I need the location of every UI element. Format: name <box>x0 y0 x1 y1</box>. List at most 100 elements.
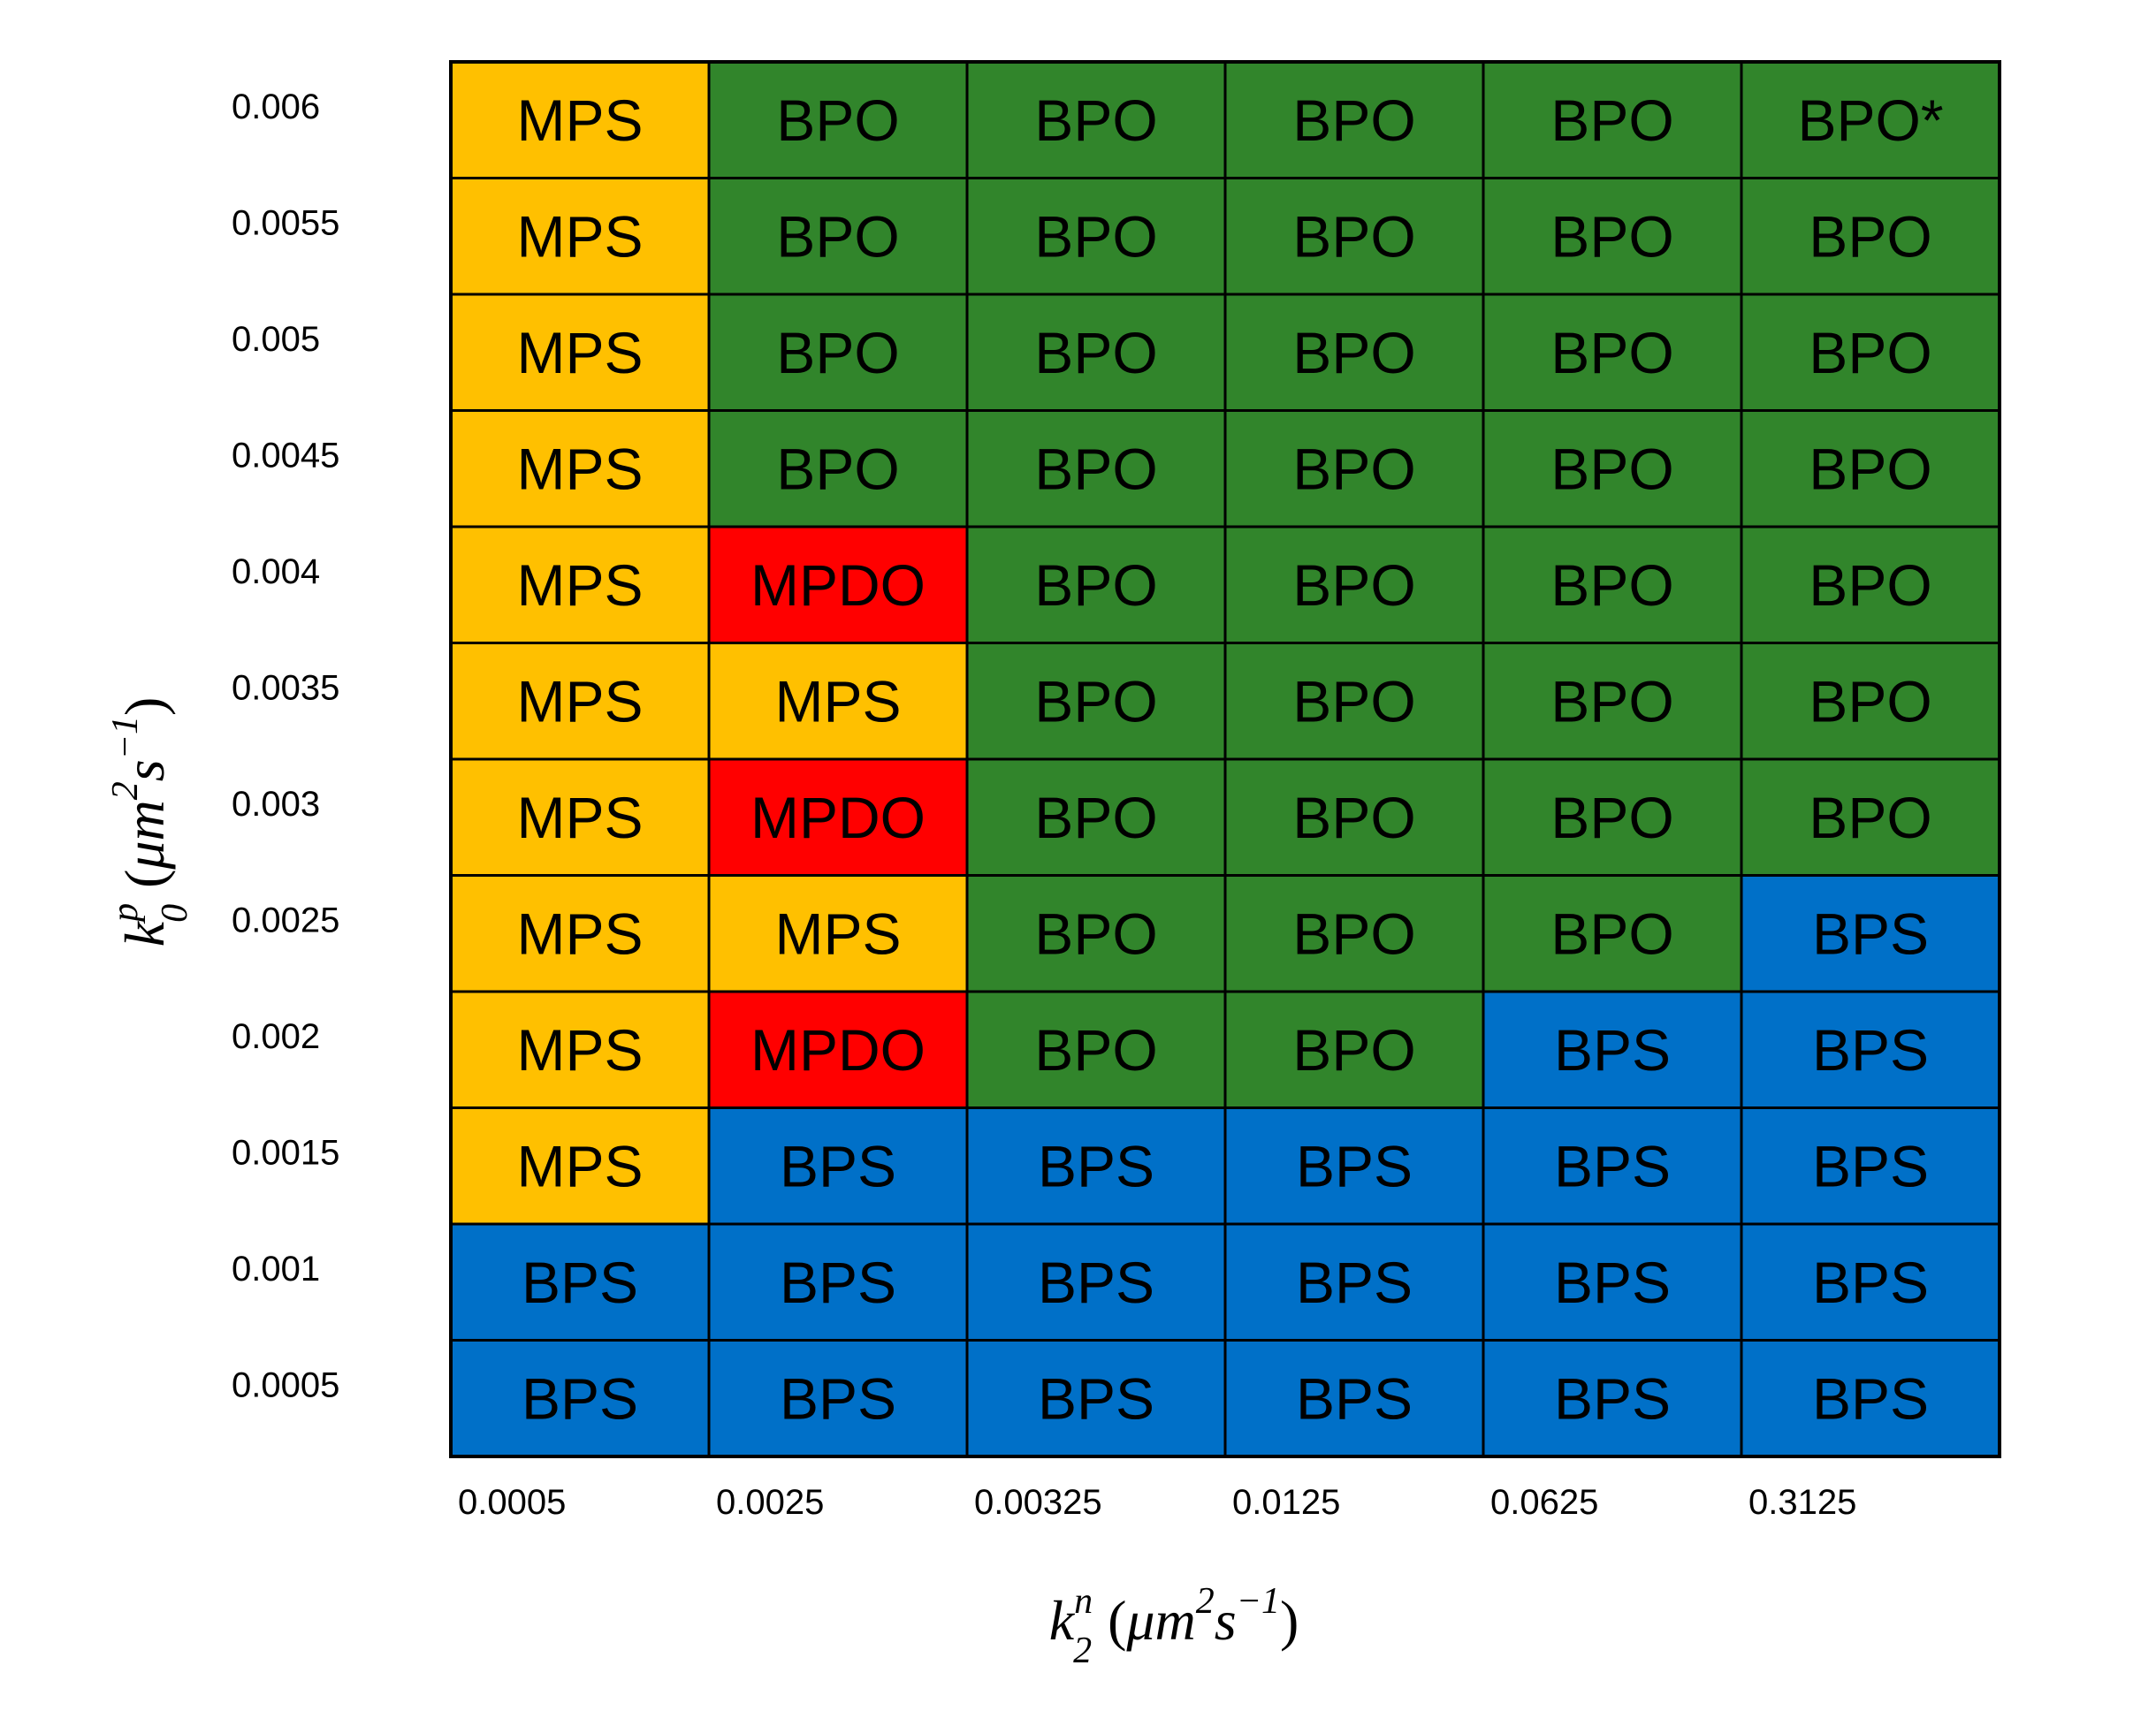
y-tick-label: 0.0015 <box>232 1134 339 1173</box>
grid-cell <box>449 990 711 1109</box>
y-tick-label: 0.0005 <box>232 1366 339 1405</box>
cell-label: MPS <box>516 87 643 153</box>
grid-cell <box>965 525 1227 644</box>
cell-label: BPO* <box>1797 87 1943 153</box>
grid-cell <box>449 525 711 644</box>
cell-label: BPS <box>780 1250 896 1315</box>
cell-label: BPO <box>1809 668 1931 734</box>
grid-cell <box>1740 60 2001 179</box>
grid-cell <box>707 293 969 412</box>
x-tick-label: 0.0625 <box>1490 1483 1598 1522</box>
cell-label: BPO <box>1550 87 1673 153</box>
y-tick-label: 0.0025 <box>232 901 339 940</box>
cell-label: BPO <box>1809 785 1931 850</box>
grid-cell <box>965 409 1227 528</box>
grid-cell <box>1740 990 2001 1109</box>
cell-label: BPO <box>1034 203 1157 269</box>
grid-cell <box>449 60 711 179</box>
grid-cell <box>1482 525 1743 644</box>
cell-label: BPO <box>1550 668 1673 734</box>
cell-label: BPS <box>1038 1250 1154 1315</box>
cell-label: BPO <box>1550 552 1673 618</box>
grid-cell <box>1740 1222 2001 1342</box>
cell-label: BPS <box>780 1365 896 1431</box>
cell-label: MPS <box>516 1017 643 1083</box>
cell-label: BPO <box>1292 552 1415 618</box>
cell-label: BPO <box>1034 668 1157 734</box>
cell-label: BPS <box>1554 1365 1671 1431</box>
x-tick-label: 0.0005 <box>458 1483 566 1522</box>
grid-cell <box>1740 1339 2001 1458</box>
cell-label: BPO <box>1809 203 1931 269</box>
cell-label: MPDO <box>750 785 926 850</box>
cell-label: BPS <box>1296 1365 1413 1431</box>
cell-label: BPO <box>1292 901 1415 966</box>
cell-label: BPO <box>1809 320 1931 385</box>
grid-cell <box>449 409 711 528</box>
x-axis-title: kn 2 (μm2s−1) <box>1049 1581 1299 1671</box>
cell-label: BPO <box>1550 901 1673 966</box>
y-tick-label: 0.003 <box>232 785 320 824</box>
grid-cell <box>707 409 969 528</box>
cell-label: BPO <box>1550 203 1673 269</box>
cell-label: BPO <box>1292 203 1415 269</box>
cell-label: BPO <box>776 436 899 501</box>
cell-label: BPO <box>1292 320 1415 385</box>
cell-label: BPO <box>1034 1017 1157 1083</box>
cell-label: BPS <box>1554 1250 1671 1315</box>
cell-label: BPS <box>1812 1017 1929 1083</box>
y-tick-label: 0.005 <box>232 320 320 359</box>
cell-label: BPS <box>1038 1133 1154 1198</box>
y-tick-label: 0.0035 <box>232 669 339 708</box>
grid-border <box>449 60 2001 1458</box>
grid-cell <box>1482 1106 1743 1226</box>
grid-cell <box>1223 757 1485 877</box>
y-tick-label: 0.006 <box>232 87 320 126</box>
cell-label: BPO <box>1809 436 1931 501</box>
x-axis-ticks: 0.0005 0.0025 0.00325 0.0125 0.0625 0.3125 <box>458 1483 1856 1522</box>
cell-label: BPS <box>1554 1133 1671 1198</box>
cell-label: BPO <box>1550 320 1673 385</box>
grid-cell <box>449 757 711 877</box>
cell-label: BPO <box>776 320 899 385</box>
grid-cell <box>1740 874 2001 993</box>
y-tick-label: 0.004 <box>232 552 320 591</box>
cell-label: BPO <box>1550 785 1673 850</box>
grid-cell <box>1482 874 1743 993</box>
x-tick-label: 0.0025 <box>716 1483 824 1522</box>
cell-label: BPO <box>1550 436 1673 501</box>
cell-label: BPO <box>776 87 899 153</box>
cell-label: BPS <box>780 1133 896 1198</box>
cell-label: BPO <box>1034 320 1157 385</box>
cell-label: BPO <box>1034 436 1157 501</box>
cell-label: MPS <box>516 668 643 734</box>
grid-cell <box>1740 293 2001 412</box>
cell-label: BPS <box>1812 901 1929 966</box>
cell-label: MPS <box>774 901 901 966</box>
grid-cell <box>449 874 711 993</box>
grid-cell <box>1223 525 1485 644</box>
grid-cell <box>1740 757 2001 877</box>
grid-cells: MPS BPO BPO BPO BPO BPO* MPS BPO BPO BPO BPO BPO MPS… <box>449 60 2001 1458</box>
grid-cell <box>707 1339 969 1458</box>
y-axis-ticks: 0.006 0.0055 0.005 0.0045 0.004 0.0035 0.003 0.… <box>232 87 339 1405</box>
cell-label: BPS <box>1554 1017 1671 1083</box>
grid-cell <box>1223 1222 1485 1342</box>
grid-cell <box>707 177 969 296</box>
cell-label: BPO <box>1292 1017 1415 1083</box>
y-axis-title: kp 0(μm2s−1) <box>105 697 195 947</box>
cell-label: MPS <box>516 785 643 850</box>
x-tick-label: 0.3125 <box>1748 1483 1856 1522</box>
grid-cell <box>449 642 711 761</box>
cell-label: MPS <box>516 552 643 618</box>
grid-cell <box>1223 409 1485 528</box>
grid-cell <box>1482 409 1743 528</box>
grid-cell <box>1223 293 1485 412</box>
grid-cell <box>1223 1339 1485 1458</box>
cell-label: MPDO <box>750 552 926 618</box>
grid-cell <box>707 990 969 1109</box>
cell-label: MPDO <box>750 1017 926 1083</box>
grid-cell <box>1482 990 1743 1109</box>
cell-label: BPS <box>1296 1250 1413 1315</box>
